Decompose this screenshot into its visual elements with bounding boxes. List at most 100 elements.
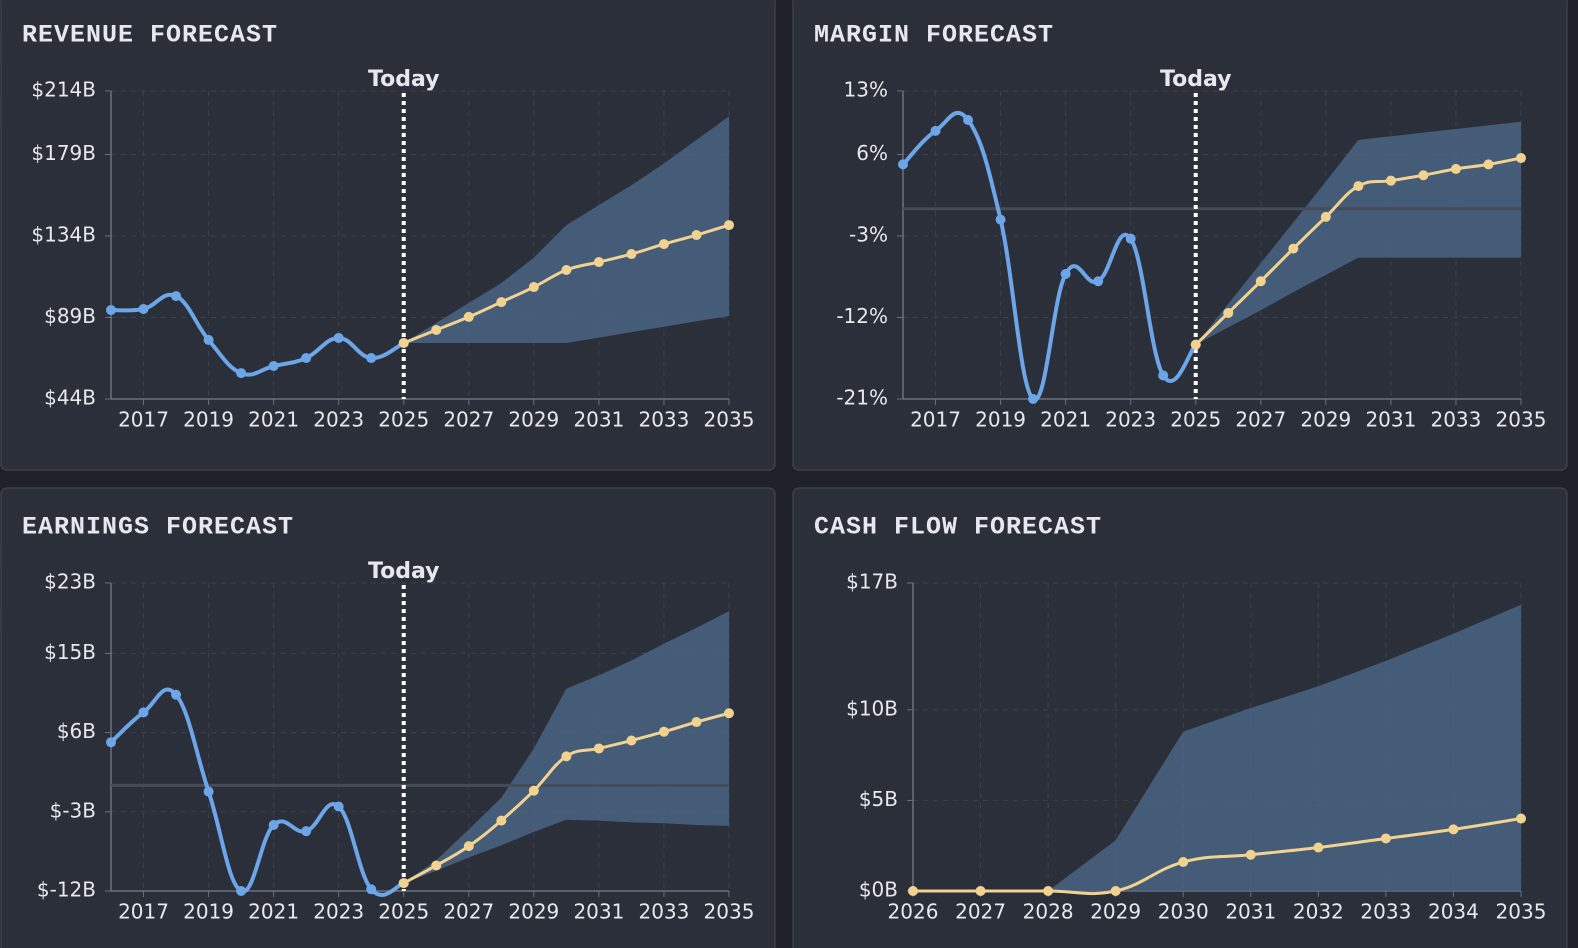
data-point <box>1093 276 1104 287</box>
x-tick-label: 2035 <box>1496 408 1547 432</box>
x-tick-label: 2035 <box>1496 900 1547 924</box>
today-label: Today <box>368 67 439 92</box>
y-tick-label: $134B <box>31 222 96 246</box>
data-point <box>138 707 149 718</box>
data-point <box>528 785 539 796</box>
x-tick-label: 2021 <box>248 408 299 432</box>
data-point <box>1288 243 1299 254</box>
x-tick-label: 2019 <box>183 900 234 924</box>
x-tick-label: 2033 <box>638 408 689 432</box>
x-tick-label: 2025 <box>1170 408 1221 432</box>
x-tick-label: 2027 <box>1235 408 1286 432</box>
x-tick-label: 2025 <box>378 900 429 924</box>
y-tick-label: 13% <box>844 78 888 102</box>
y-tick-label: $10B <box>846 696 898 720</box>
data-point <box>658 239 669 250</box>
x-tick-label: 2033 <box>1430 408 1481 432</box>
y-tick-label: $5B <box>859 787 898 811</box>
chart-panel: EARNINGS FORECAST $-12B $-3B $6B $15B $23B 201… <box>0 487 776 948</box>
x-tick-label: 2032 <box>1293 900 1344 924</box>
data-point <box>398 338 409 349</box>
panel-background <box>792 0 1568 471</box>
y-tick-label: $6B <box>57 719 96 743</box>
data-point <box>691 717 702 728</box>
forecast-band <box>403 116 729 344</box>
data-point <box>528 282 539 293</box>
x-tick-label: 2035 <box>704 408 755 432</box>
data-point <box>463 311 474 322</box>
data-point <box>203 786 214 797</box>
data-point <box>995 214 1006 225</box>
data-point <box>1450 163 1461 174</box>
data-point <box>658 726 669 737</box>
x-tick-label: 2033 <box>1360 900 1411 924</box>
x-tick-label: 2030 <box>1158 900 1209 924</box>
data-point <box>930 125 941 136</box>
y-tick-label: -12% <box>836 304 888 328</box>
data-point <box>1255 276 1266 287</box>
data-point <box>1516 153 1526 164</box>
x-tick-label: 2027 <box>443 900 494 924</box>
data-point <box>1448 824 1459 835</box>
data-point <box>724 708 734 719</box>
data-point <box>106 737 116 748</box>
data-point <box>908 886 918 896</box>
y-tick-label: $44B <box>44 386 96 410</box>
data-point <box>1178 857 1189 868</box>
x-tick-label: 2019 <box>183 408 234 432</box>
data-point <box>626 735 637 746</box>
x-tick-label: 2031 <box>573 408 624 432</box>
x-tick-label: 2027 <box>955 900 1006 924</box>
y-tick-label: $17B <box>846 570 898 594</box>
data-point <box>1043 886 1054 896</box>
chart-panel: REVENUE FORECAST $44B $89B $134B $179B $214B 2… <box>0 0 776 471</box>
y-tick-label: $0B <box>859 878 898 902</box>
y-tick-label: $214B <box>31 78 96 102</box>
data-point <box>1418 170 1429 181</box>
panel-background <box>0 487 776 948</box>
series-line <box>912 817 1522 896</box>
data-point <box>366 353 377 364</box>
x-tick-label: 2029 <box>1090 900 1141 924</box>
data-point <box>496 297 507 308</box>
data-point <box>171 689 182 700</box>
data-point <box>1313 842 1324 853</box>
data-point <box>106 305 116 316</box>
x-tick-label: 2023 <box>1105 408 1156 432</box>
data-point <box>898 159 908 170</box>
y-tick-label: $-12B <box>37 878 96 902</box>
data-point <box>138 303 149 314</box>
forecast-band <box>913 604 1521 891</box>
data-point <box>1483 159 1494 170</box>
y-tick-label: $23B <box>44 570 96 594</box>
data-point <box>236 368 247 379</box>
chart-panel: CASH FLOW FORECAST $0B $5B $10B $17B 2026 2027… <box>792 487 1568 948</box>
data-point <box>171 291 182 302</box>
data-point <box>975 886 986 896</box>
chart-title: CASH FLOW FORECAST <box>814 513 1102 542</box>
data-point <box>1110 886 1121 896</box>
y-tick-label: -21% <box>836 386 888 410</box>
data-point <box>1190 339 1201 350</box>
data-point <box>1223 307 1234 318</box>
x-tick-label: 2026 <box>888 900 939 924</box>
data-point <box>1353 181 1364 192</box>
data-point <box>1385 175 1396 186</box>
data-point <box>1158 370 1169 381</box>
data-point <box>593 257 604 268</box>
data-point <box>398 878 409 889</box>
data-point <box>301 826 312 837</box>
panel-background <box>0 0 776 471</box>
data-point <box>366 884 377 895</box>
y-tick-label: $89B <box>44 304 96 328</box>
data-point <box>301 353 312 364</box>
x-tick-label: 2031 <box>573 900 624 924</box>
y-tick-label: $179B <box>31 141 96 165</box>
data-point <box>431 324 442 335</box>
x-tick-label: 2023 <box>313 408 364 432</box>
x-tick-label: 2021 <box>248 900 299 924</box>
data-point <box>268 820 279 830</box>
data-point <box>724 220 734 231</box>
x-tick-label: 2017 <box>910 408 961 432</box>
